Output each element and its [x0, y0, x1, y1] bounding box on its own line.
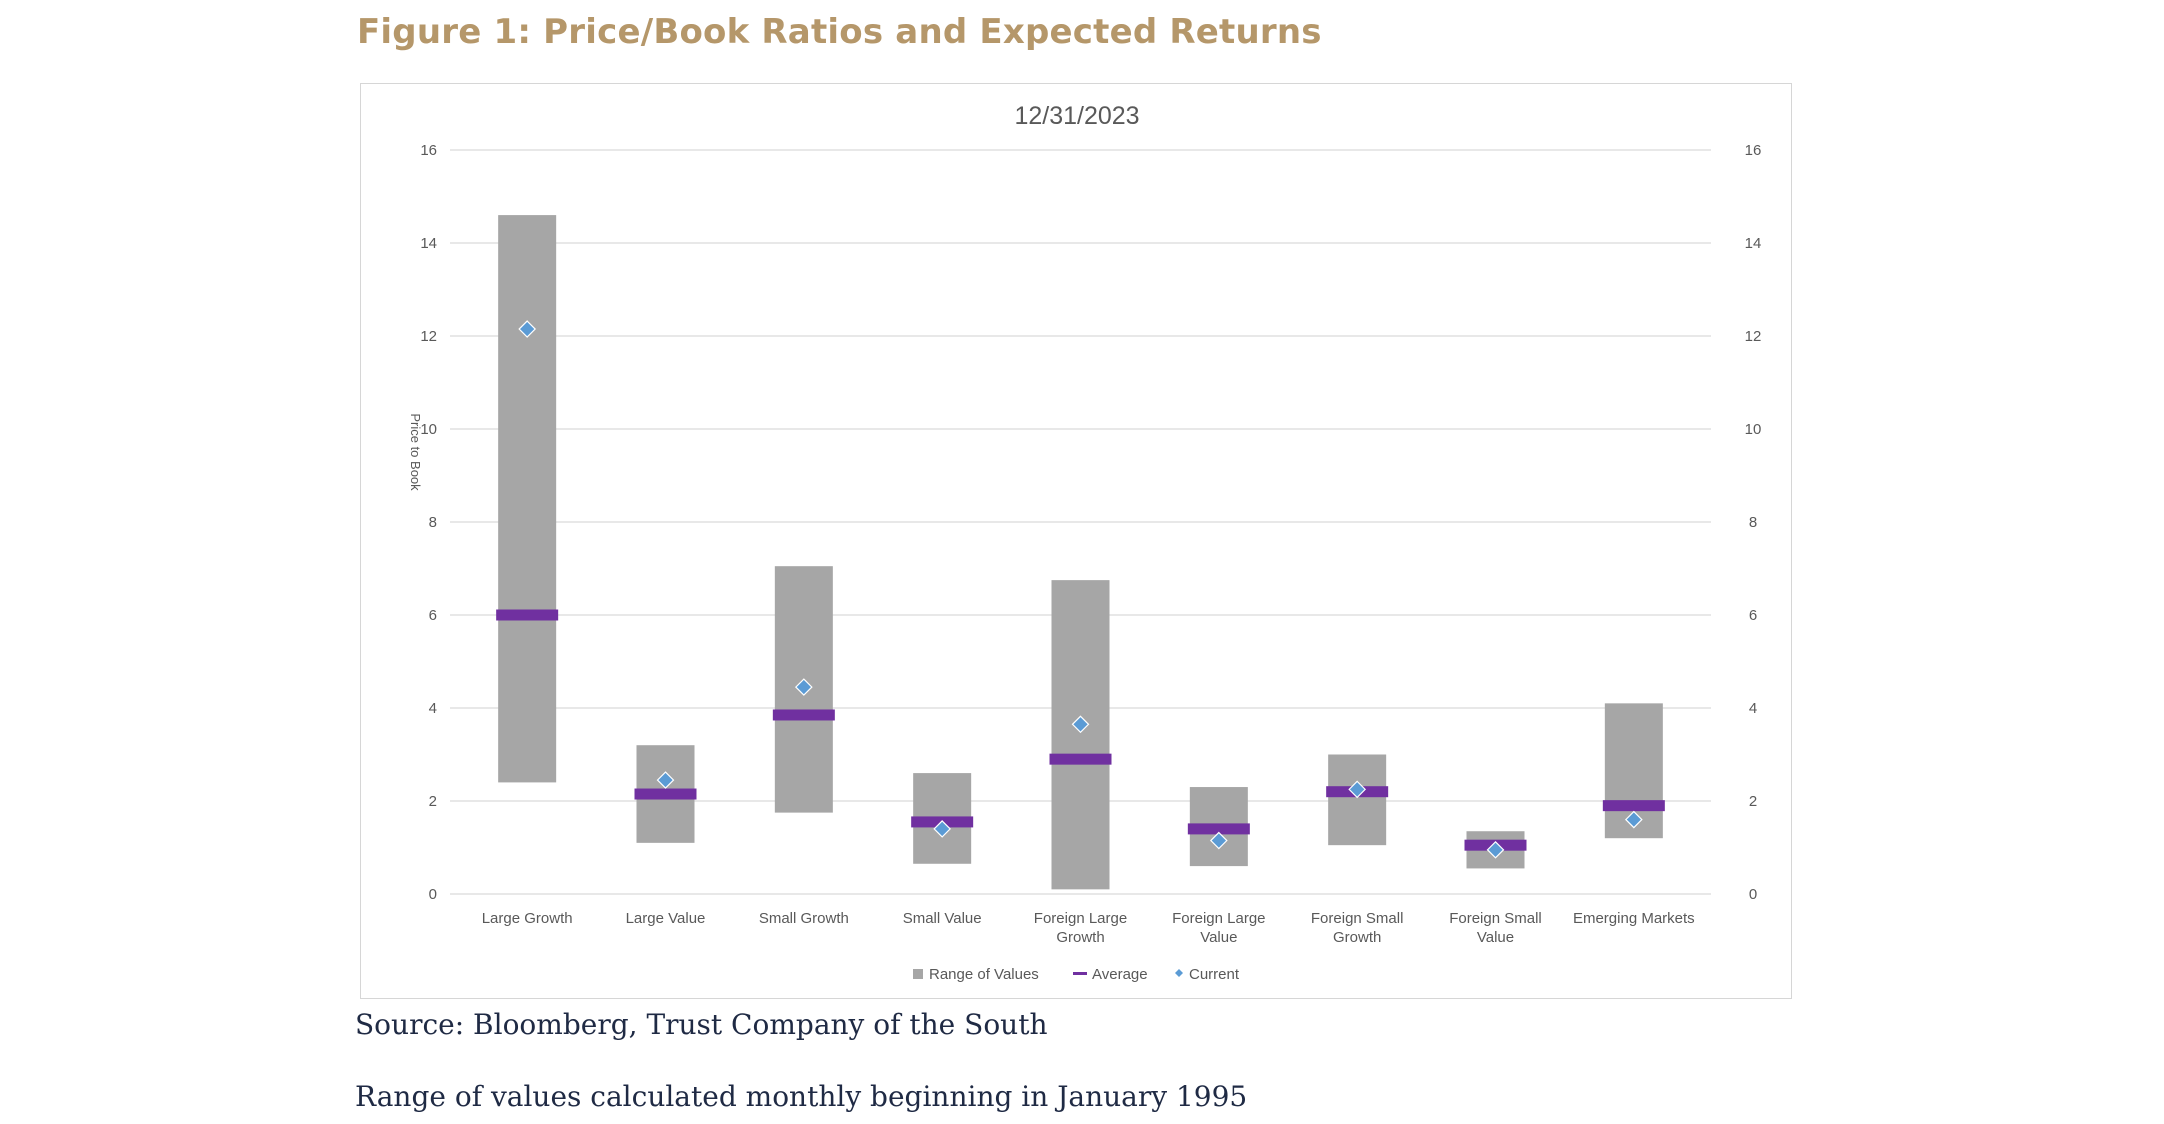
average-marker — [772, 709, 835, 721]
current-marker — [933, 820, 952, 838]
y-tick-label-left: 14 — [420, 235, 437, 252]
legend-label-average: Average — [1092, 966, 1148, 983]
x-tick-label: Large Value — [626, 910, 706, 927]
y-tick-label-left: 2 — [429, 793, 437, 810]
x-tick-label: Value — [1200, 929, 1237, 946]
y-tick-label-left: 12 — [420, 328, 437, 345]
y-tick-label-right: 4 — [1749, 700, 1757, 717]
y-tick-label-left: 16 — [420, 142, 437, 159]
current-marker — [1348, 780, 1367, 799]
y-tick-label-left: 4 — [429, 700, 437, 717]
legend-label-current: Current — [1189, 966, 1240, 983]
current-marker — [794, 678, 813, 696]
range-note: Range of values calculated monthly begin… — [355, 1080, 1248, 1113]
x-tick-label: Growth — [1056, 929, 1104, 946]
legend-swatch-current — [1175, 969, 1183, 977]
x-tick-label: Small Growth — [759, 910, 849, 927]
figure-title: Figure 1: Price/Book Ratios and Expected… — [357, 12, 1322, 52]
legend-label-range: Range of Values — [929, 966, 1039, 983]
y-tick-label-right: 16 — [1745, 142, 1762, 159]
range-bars — [498, 215, 1663, 890]
source-note: Source: Bloomberg, Trust Company of the … — [355, 1008, 1048, 1041]
chart-title: 12/31/2023 — [1014, 102, 1139, 130]
price-book-chart: 12/31/2023 0 2 4 6 8 10 12 14 16 0 2 4 6 8 10 12 14 16 L… — [408, 102, 1762, 983]
x-tick-label: Value — [1477, 929, 1514, 946]
current-markers — [518, 320, 1643, 859]
legend-swatch-average — [1073, 972, 1087, 975]
legend: Range of Values Average Current — [913, 966, 1240, 983]
average-marker — [1049, 753, 1112, 765]
current-marker — [1071, 715, 1090, 734]
chart-frame: 12/31/2023 0 2 4 6 8 10 12 14 16 0 2 4 6 8 10 12 14 16 L… — [360, 83, 1792, 999]
x-axis-labels: Large Growth Large Value Small Growth Small… — [482, 910, 1695, 946]
x-tick-label: Foreign Small — [1311, 910, 1404, 927]
y-tick-label-right: 2 — [1749, 793, 1757, 810]
x-tick-label: Emerging Markets — [1573, 910, 1695, 927]
current-marker — [1209, 831, 1228, 850]
average-marker — [1602, 800, 1665, 812]
average-marker — [1187, 823, 1250, 835]
legend-swatch-range — [913, 969, 923, 979]
y-tick-label-left: 8 — [429, 514, 437, 531]
range-bar — [1328, 754, 1387, 846]
x-tick-label: Foreign Large — [1172, 910, 1265, 927]
x-tick-label: Foreign Large — [1034, 910, 1127, 927]
range-bar — [1051, 580, 1110, 890]
current-marker — [656, 771, 675, 789]
average-marker — [496, 609, 559, 621]
y-axis-right-ticks: 0 2 4 6 8 10 12 14 16 — [1745, 142, 1762, 903]
y-tick-label-right: 8 — [1749, 514, 1757, 531]
y-tick-label-left: 6 — [429, 607, 437, 624]
y-tick-label-right: 14 — [1745, 235, 1762, 252]
x-tick-label: Small Value — [903, 910, 982, 927]
range-bar — [498, 215, 557, 783]
current-marker — [518, 320, 537, 338]
x-tick-label: Growth — [1333, 929, 1381, 946]
average-marker — [634, 788, 697, 800]
x-tick-label: Foreign Small — [1449, 910, 1542, 927]
y-tick-label-left: 0 — [429, 886, 437, 903]
current-marker — [1486, 840, 1505, 859]
y-tick-label-right: 0 — [1749, 886, 1757, 903]
y-tick-label-left: 10 — [420, 421, 437, 438]
current-marker — [1624, 810, 1643, 829]
y-tick-label-right: 6 — [1749, 607, 1757, 624]
y-axis-label: Price to Book — [408, 413, 423, 491]
y-axis-left-ticks: 0 2 4 6 8 10 12 14 16 — [420, 142, 437, 903]
y-tick-label-right: 12 — [1745, 328, 1762, 345]
x-tick-label: Large Growth — [482, 910, 573, 927]
y-tick-label-right: 10 — [1745, 421, 1762, 438]
